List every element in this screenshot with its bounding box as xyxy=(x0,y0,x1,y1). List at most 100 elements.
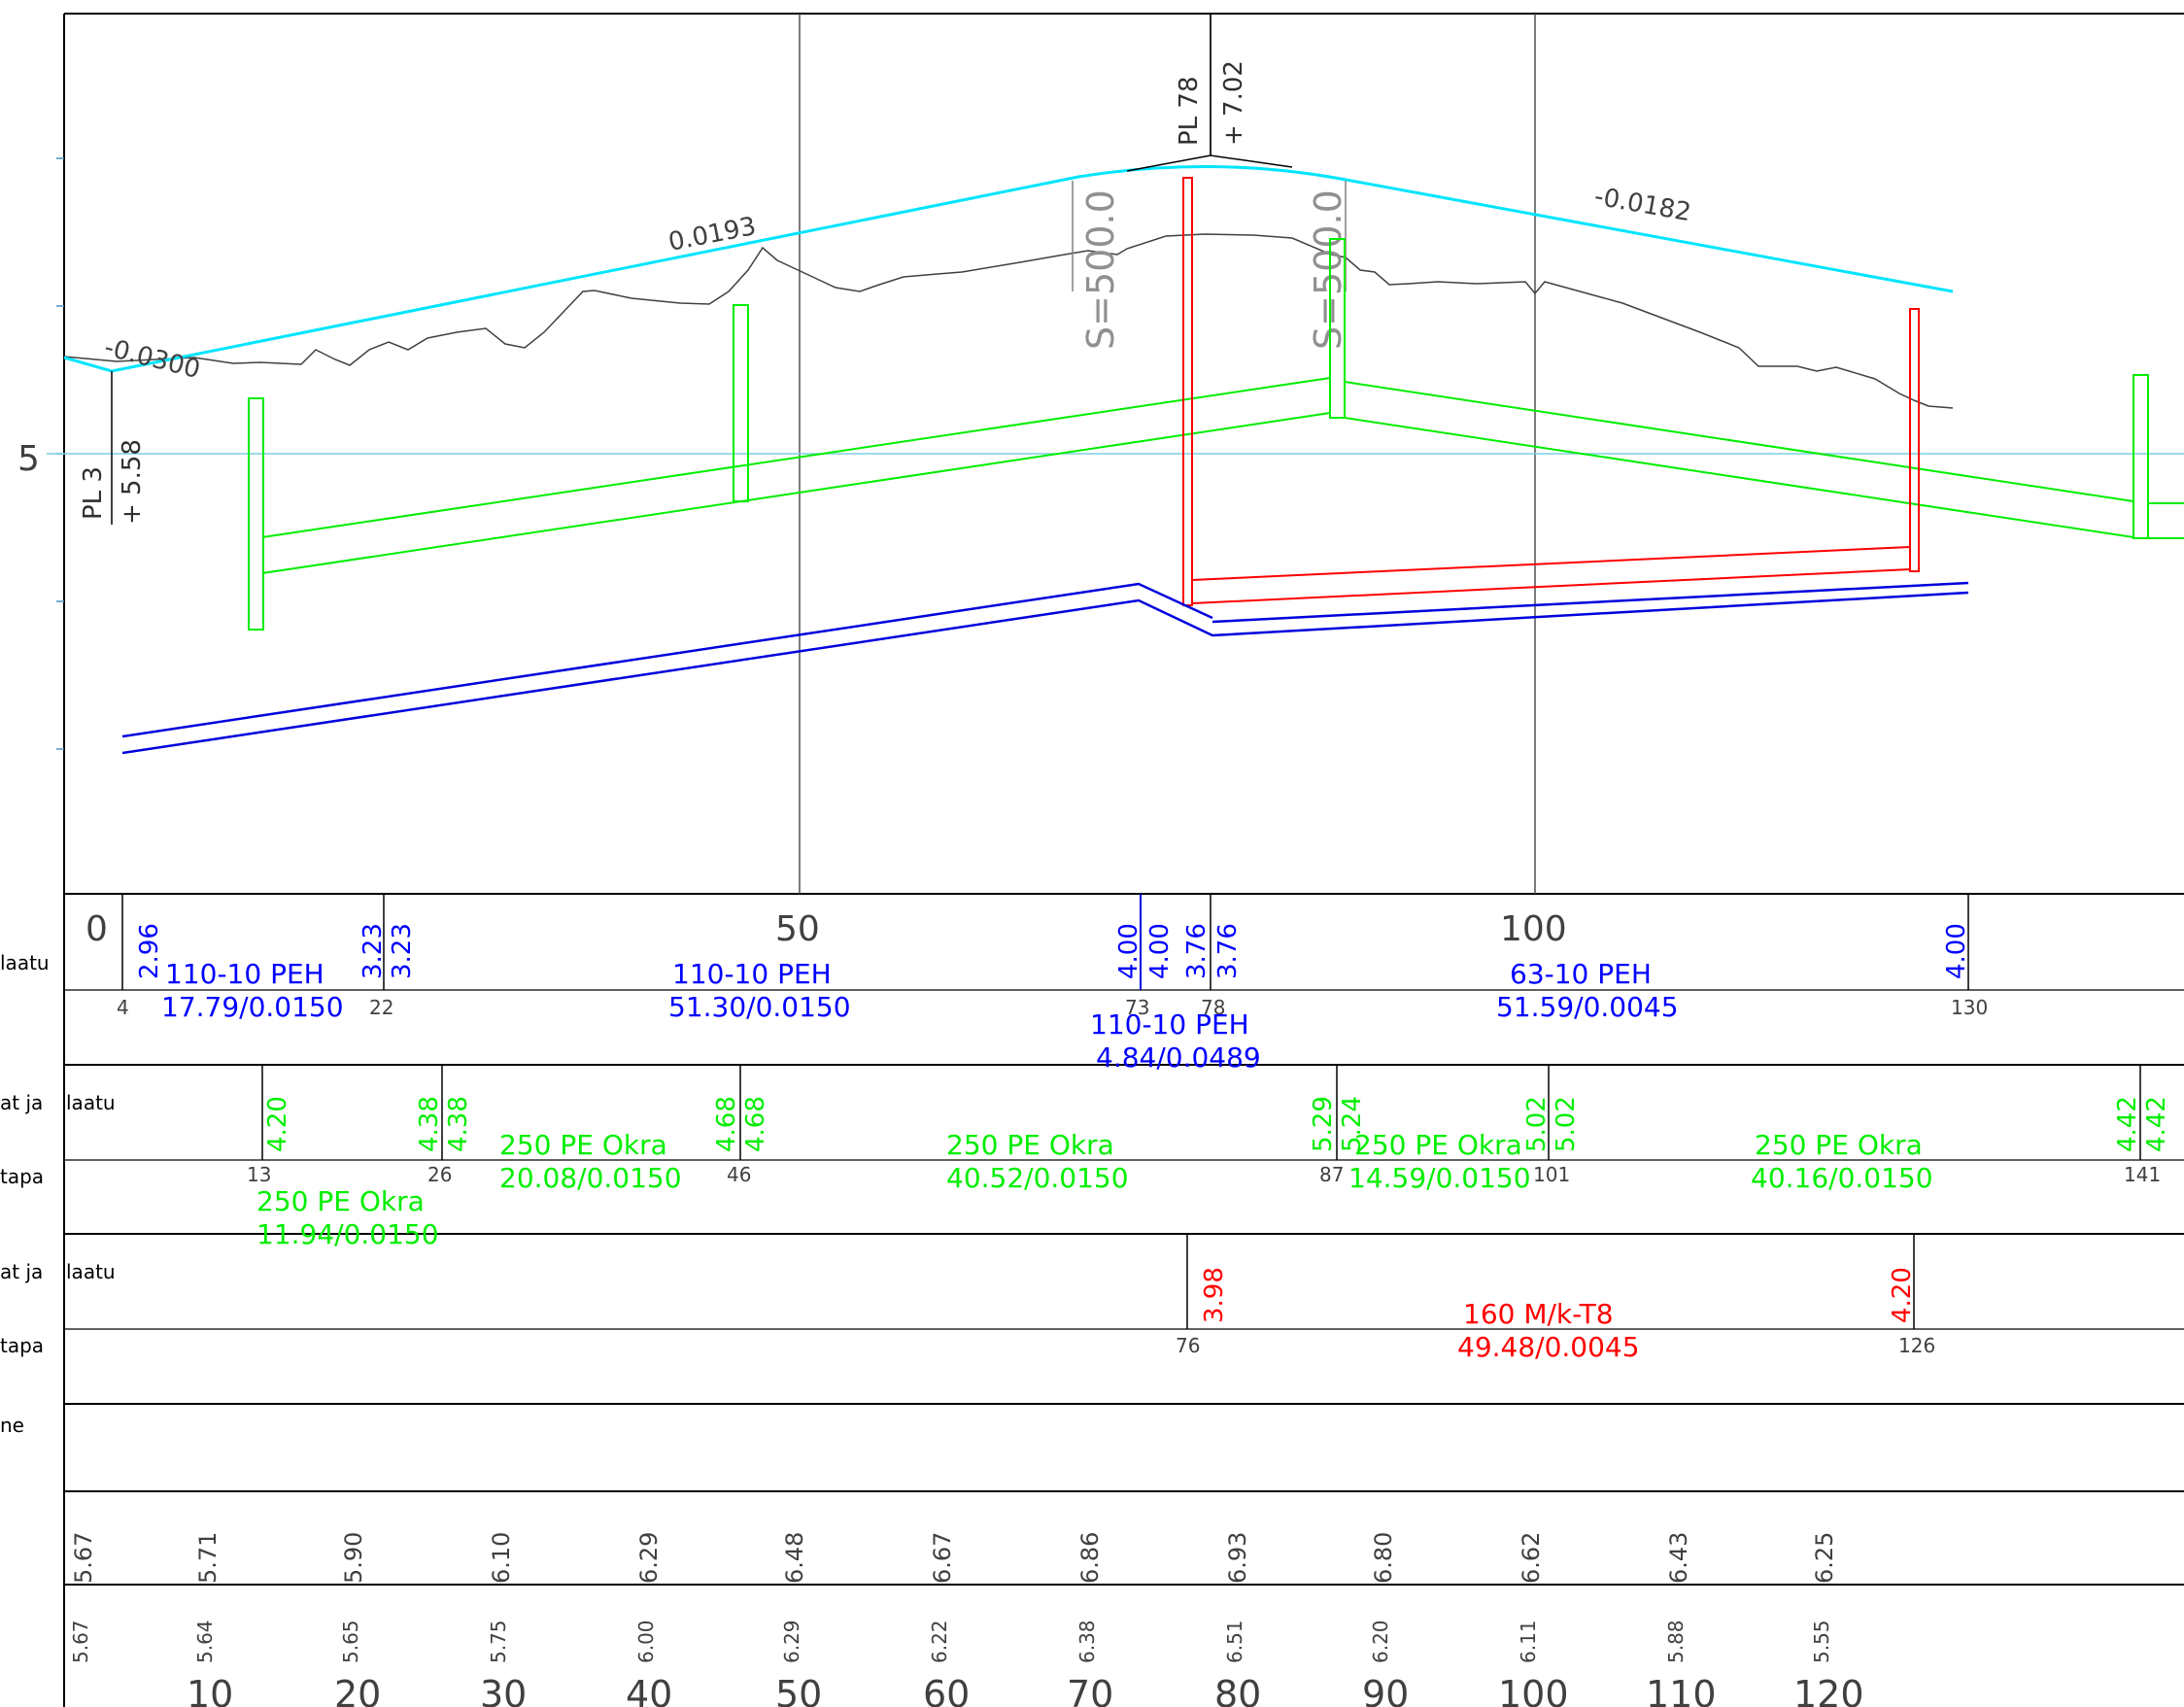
sewer-depth: 5.29 xyxy=(1309,1096,1338,1152)
water-depth: 3.76 xyxy=(1213,923,1243,979)
water-pipe-len: 17.79/0.0150 xyxy=(161,991,344,1023)
svg-text:+ 5.58: + 5.58 xyxy=(118,439,147,525)
grade-label: -0.0182 xyxy=(1592,182,1693,227)
water-pipe-len: 4.84/0.0489 xyxy=(1096,1041,1261,1074)
storm-pipe-len: 49.48/0.0045 xyxy=(1457,1331,1640,1363)
band-label-storm-2: tapa xyxy=(0,1334,44,1357)
band-label-extra: ne xyxy=(0,1414,24,1437)
sewer-pipe-len: 14.59/0.0150 xyxy=(1348,1162,1531,1194)
band-inner-label-sewer: laatu xyxy=(66,1091,116,1114)
water-depth: 3.76 xyxy=(1182,923,1211,979)
sewer-pipe-len: 40.52/0.0150 xyxy=(946,1162,1129,1194)
svg-text:6.20: 6.20 xyxy=(1369,1620,1392,1663)
water-pipe-type: 110-10 PEH xyxy=(165,958,324,990)
station-label: 0 xyxy=(85,909,108,949)
vertical-curve-label: S=500.0 xyxy=(1079,189,1122,350)
water-depth: 4.00 xyxy=(1942,923,1971,979)
svg-text:6.25: 6.25 xyxy=(1811,1532,1838,1584)
station-tick-label: 120 xyxy=(1793,1673,1864,1707)
water-node: 73 xyxy=(1125,996,1149,1019)
station-tick-label: 50 xyxy=(775,1673,822,1707)
water-pipe-len: 51.30/0.0150 xyxy=(668,991,851,1023)
water-depth: 3.23 xyxy=(358,923,388,979)
svg-text:6.29: 6.29 xyxy=(635,1532,663,1584)
water-pipe xyxy=(121,581,1969,755)
station-tick-label: 110 xyxy=(1646,1673,1717,1707)
station-label: 50 xyxy=(775,909,820,949)
svg-text:5.67: 5.67 xyxy=(70,1532,97,1584)
sewer-band-ticks xyxy=(261,1065,2141,1160)
svg-text:6.80: 6.80 xyxy=(1370,1532,1397,1584)
sewer-node: 141 xyxy=(2124,1163,2161,1186)
sewer-depth: 4.20 xyxy=(263,1096,292,1152)
water-pipe-type: 63-10 PEH xyxy=(1510,958,1652,990)
sewer-depth: 5.02 xyxy=(1552,1096,1581,1152)
water-node: 78 xyxy=(1201,996,1225,1019)
svg-text:5.75: 5.75 xyxy=(487,1620,510,1663)
frame xyxy=(63,13,2184,1707)
svg-text:6.43: 6.43 xyxy=(1665,1532,1692,1584)
svg-text:5.65: 5.65 xyxy=(339,1620,362,1663)
sewer-pipes xyxy=(248,238,2184,631)
sewer-depth: 5.24 xyxy=(1338,1096,1367,1152)
sewer-pipe-type: 250 PE Okra xyxy=(499,1129,667,1161)
station-tick-label: 60 xyxy=(923,1673,970,1707)
svg-text:5.67: 5.67 xyxy=(69,1620,92,1663)
design-grade-line xyxy=(63,164,1954,373)
sewer-depth: 4.42 xyxy=(2113,1096,2142,1152)
sewer-pipe-len: 11.94/0.0150 xyxy=(256,1218,439,1250)
svg-text:5.71: 5.71 xyxy=(194,1532,222,1584)
terrain-line xyxy=(63,233,1954,409)
water-pipe-type: 110-10 PEH xyxy=(672,958,832,990)
svg-text:PL 78: PL 78 xyxy=(1175,76,1204,146)
storm-pipe xyxy=(1182,177,1920,606)
sewer-pipe-type: 250 PE Okra xyxy=(946,1129,1114,1161)
station-tick-label: 30 xyxy=(480,1673,527,1707)
pl-point-78: PL 78 + 7.02 xyxy=(1126,14,1293,172)
sewer-node: 46 xyxy=(727,1163,751,1186)
storm-depth: 4.20 xyxy=(1888,1267,1917,1323)
sewer-depth: 5.02 xyxy=(1522,1096,1552,1152)
sewer-pipe-type: 250 PE Okra xyxy=(256,1185,425,1217)
storm-pipe-type: 160 M/k-T8 xyxy=(1463,1298,1614,1330)
water-depth: 2.96 xyxy=(135,923,164,979)
sewer-pipe-len: 20.08/0.0150 xyxy=(499,1162,682,1194)
sewer-pipe-type: 250 PE Okra xyxy=(1755,1129,1923,1161)
station-tick-label: 70 xyxy=(1067,1673,1113,1707)
svg-text:6.11: 6.11 xyxy=(1517,1620,1540,1663)
station-tick-label: 10 xyxy=(187,1673,233,1707)
grade-label: -0.0300 xyxy=(101,333,203,385)
water-node: 130 xyxy=(1951,996,1988,1019)
station-tick-label: 20 xyxy=(334,1673,381,1707)
vertical-curve-label: S=500.0 xyxy=(1307,189,1349,350)
water-node: 4 xyxy=(117,996,129,1019)
water-node: 22 xyxy=(369,996,393,1019)
svg-text:5.88: 5.88 xyxy=(1664,1620,1688,1663)
sewer-depth: 4.38 xyxy=(444,1096,473,1152)
svg-text:6.00: 6.00 xyxy=(634,1620,658,1663)
svg-text:5.55: 5.55 xyxy=(1810,1620,1833,1663)
station-label: 100 xyxy=(1500,909,1567,949)
svg-text:6.62: 6.62 xyxy=(1518,1532,1545,1584)
svg-text:6.93: 6.93 xyxy=(1224,1532,1251,1584)
storm-band-ticks xyxy=(1186,1234,1915,1329)
station-tick-label: 90 xyxy=(1362,1673,1409,1707)
band-inner-label-storm: laatu xyxy=(66,1260,116,1283)
svg-text:6.22: 6.22 xyxy=(928,1620,951,1663)
svg-text:6.86: 6.86 xyxy=(1076,1532,1104,1584)
svg-text:6.29: 6.29 xyxy=(780,1620,803,1663)
sewer-depth: 4.38 xyxy=(415,1096,444,1152)
sewer-pipe-len: 40.16/0.0150 xyxy=(1751,1162,1933,1194)
svg-text:6.38: 6.38 xyxy=(1075,1620,1099,1663)
svg-text:PL 3: PL 3 xyxy=(79,466,108,520)
ground-elevation-row: 5.67 5.64 5.65 5.75 6.00 6.29 6.22 6.38 … xyxy=(69,1620,1833,1663)
svg-text:6.67: 6.67 xyxy=(929,1532,956,1584)
station-tick-label: 80 xyxy=(1214,1673,1261,1707)
band-label-sewer-2: tapa xyxy=(0,1165,44,1188)
band-label-water: laatu xyxy=(0,951,50,974)
water-band-ticks xyxy=(121,894,1969,990)
svg-text:6.10: 6.10 xyxy=(488,1532,515,1584)
water-pipe-type: 110-10 PEH xyxy=(1090,1008,1249,1041)
band-label-storm-1: at ja xyxy=(0,1260,43,1283)
